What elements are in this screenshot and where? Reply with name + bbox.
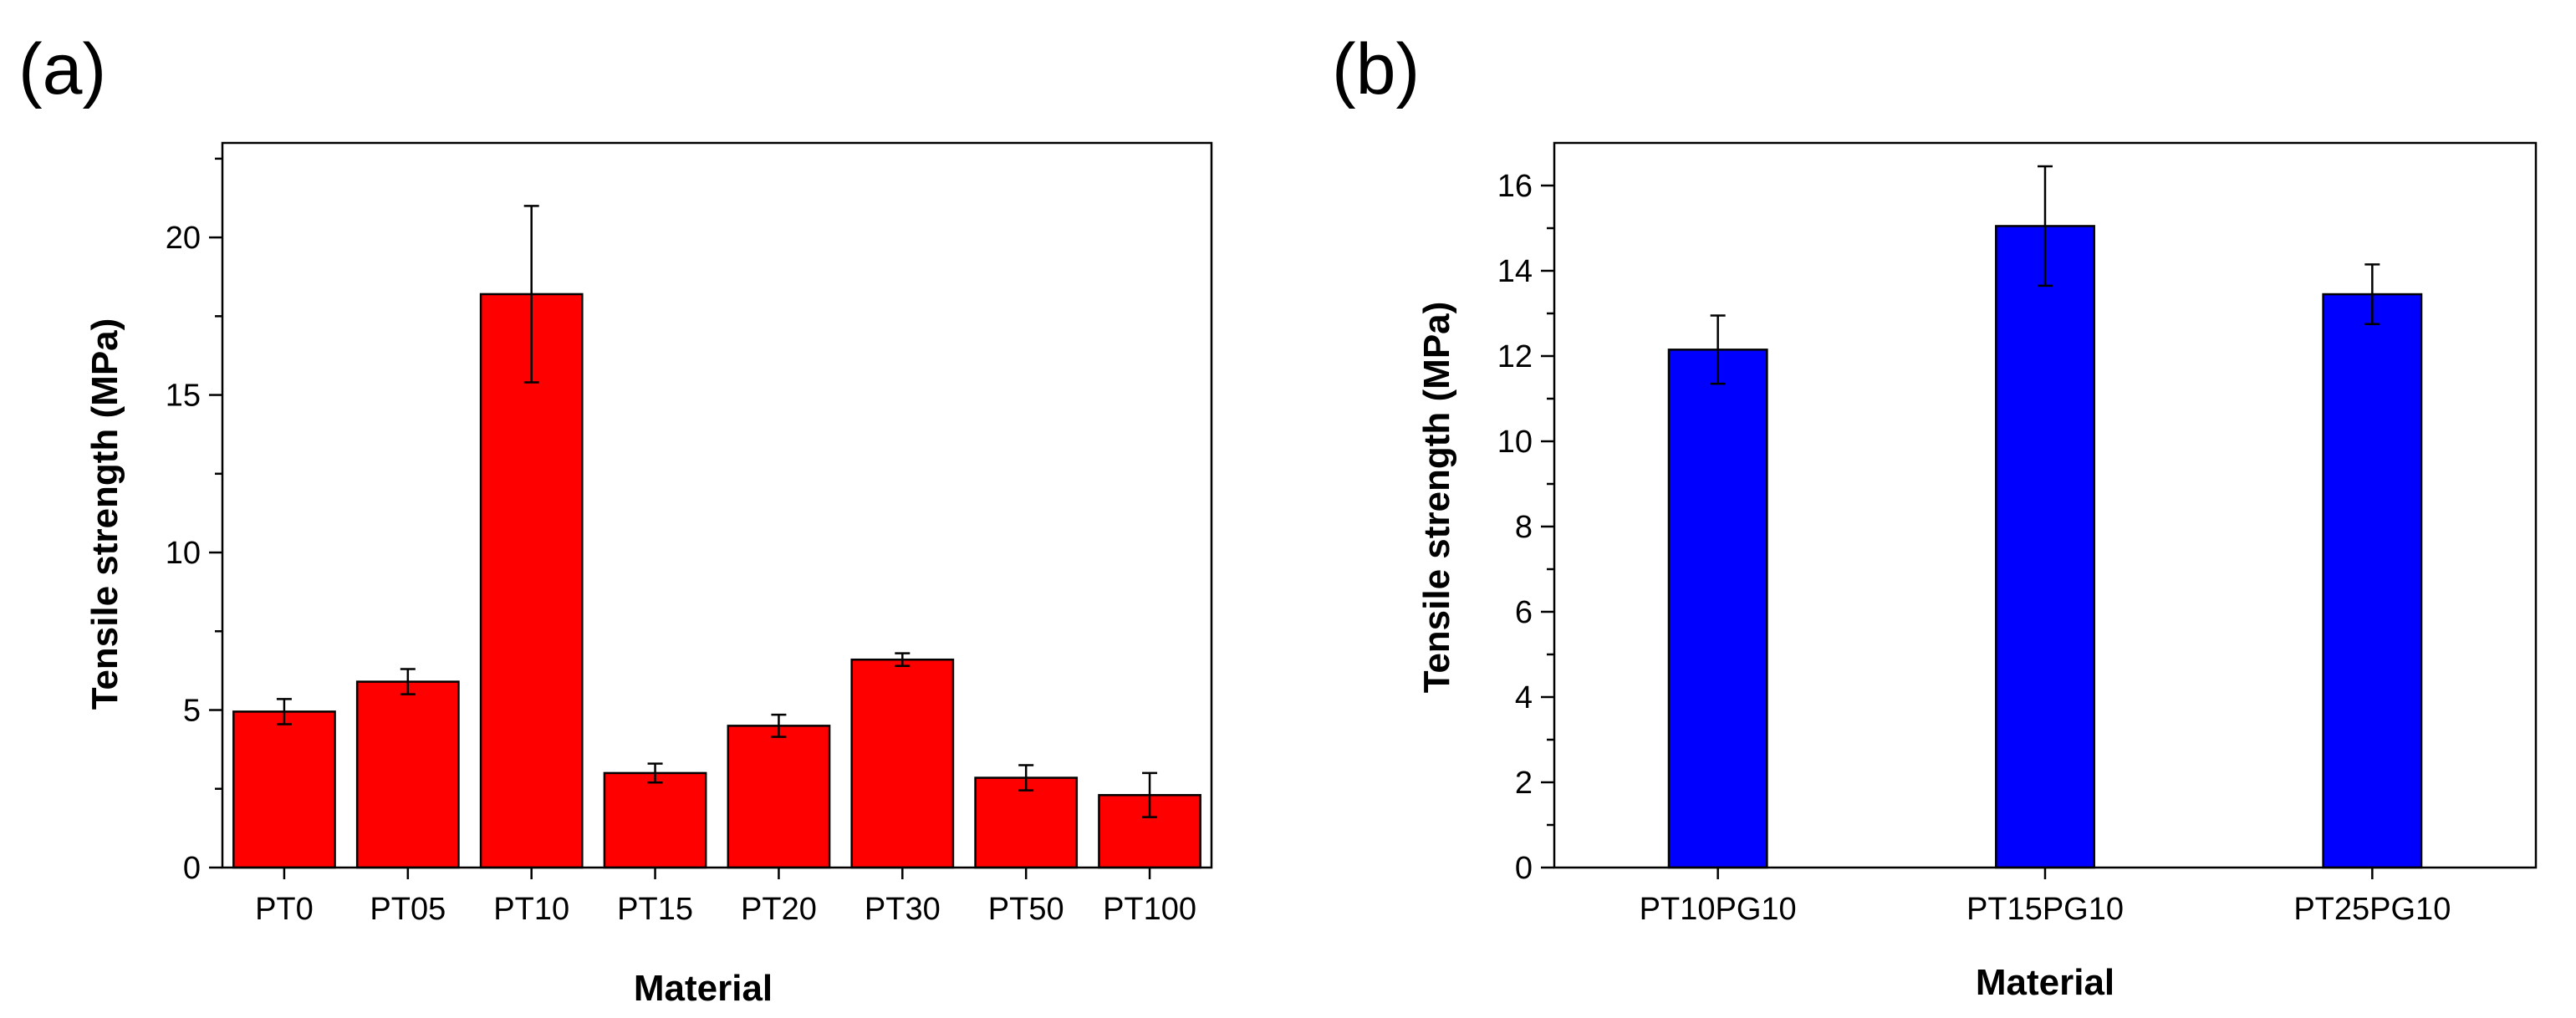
panel-a-chart: (a) Tensile strength (MPa) Material PT0 P… <box>18 29 1213 1009</box>
panel-b-bar-pt15pg10 <box>1995 225 2095 869</box>
panel-b-error-bar-pt15pg10 <box>2038 165 2053 288</box>
panel-a-y-tick-label: 10 <box>166 536 201 571</box>
panel-b-error-bar-pt25pg10 <box>2364 263 2380 325</box>
panel-b-y-tick-label: 8 <box>1515 510 1533 545</box>
panel-b-x-tick-label: PT10PG10 <box>1640 892 1797 927</box>
panel-b-y-tick-label: 10 <box>1497 425 1533 460</box>
panel-a-x-tick-label: PT10 <box>493 892 569 927</box>
panel-a-bar-pt20 <box>727 725 831 869</box>
panel-a-error-bar-pt05 <box>400 668 416 695</box>
panel-a-y-tick-label: 5 <box>183 694 201 729</box>
panel-b-y-tick-label: 4 <box>1515 680 1533 715</box>
panel-a-x-axis-title: Material <box>634 968 773 1009</box>
panel-a-error-bar-pt10 <box>523 205 539 384</box>
panel-a-x-tick-label: PT30 <box>865 892 941 927</box>
panel-a-y-tick-label: 0 <box>183 851 201 886</box>
panel-a-bar-pt15 <box>603 771 707 869</box>
panel-a-x-tick-label: PT0 <box>255 892 314 927</box>
panel-b-x-axis-title: Material <box>1976 962 2114 1003</box>
panel-a-x-tick-label: PT50 <box>988 892 1064 927</box>
panel-a-label: (a) <box>18 29 106 109</box>
panel-b-x-tick-label: PT15PG10 <box>1966 892 2124 927</box>
panel-a-bar-pt0 <box>232 710 336 869</box>
panel-a-bar-pt30 <box>850 658 955 869</box>
panel-a-y-tick-label: 20 <box>166 221 201 256</box>
panel-b-y-tick-label: 14 <box>1497 254 1533 289</box>
panel-a-x-tick-label: PT20 <box>741 892 817 927</box>
panel-a-error-bar-pt100 <box>1142 771 1158 818</box>
panel-b-plot-frame <box>1553 141 2538 869</box>
panel-a-error-bar-pt15 <box>647 762 663 784</box>
panel-b-x-tick-label: PT25PG10 <box>2293 892 2451 927</box>
panel-b-bar-pt10pg10 <box>1667 349 1768 869</box>
panel-a-error-bar-pt20 <box>771 713 787 738</box>
panel-b-y-tick-label: 16 <box>1497 169 1533 204</box>
panel-b-chart: (b) Tensile strength (MPa) Material PT10… <box>1332 29 2538 1003</box>
panel-b-error-bar-pt10pg10 <box>1710 314 1726 385</box>
panel-b-y-axis-title: Tensile strength (MPa) <box>1416 302 1457 694</box>
panel-a-error-bar-pt0 <box>276 698 292 725</box>
panel-b-y-tick-label: 6 <box>1515 595 1533 630</box>
panel-a-bar-pt05 <box>355 680 460 869</box>
panel-a-x-tick-label: PT15 <box>617 892 693 927</box>
panel-a-plot-frame <box>221 141 1213 869</box>
panel-b-y-tick-label: 0 <box>1515 851 1533 886</box>
panel-a-x-tick-label: PT100 <box>1103 892 1196 927</box>
panel-a-y-axis-title: Tensile strength (MPa) <box>84 318 125 710</box>
panel-a-x-tick-label: PT05 <box>370 892 446 927</box>
panel-b-y-tick-label: 2 <box>1515 766 1533 801</box>
panel-a-bar-pt50 <box>974 776 1079 869</box>
panel-a-bar-pt10 <box>479 293 584 869</box>
panel-a-error-bar-pt50 <box>1018 764 1034 791</box>
panel-a-y-tick-label: 15 <box>166 379 201 414</box>
panel-b-y-tick-label: 12 <box>1497 339 1533 374</box>
panel-b-bar-pt25pg10 <box>2322 293 2423 869</box>
panel-a-error-bar-pt30 <box>895 652 911 667</box>
panel-b-label: (b) <box>1332 29 1420 109</box>
